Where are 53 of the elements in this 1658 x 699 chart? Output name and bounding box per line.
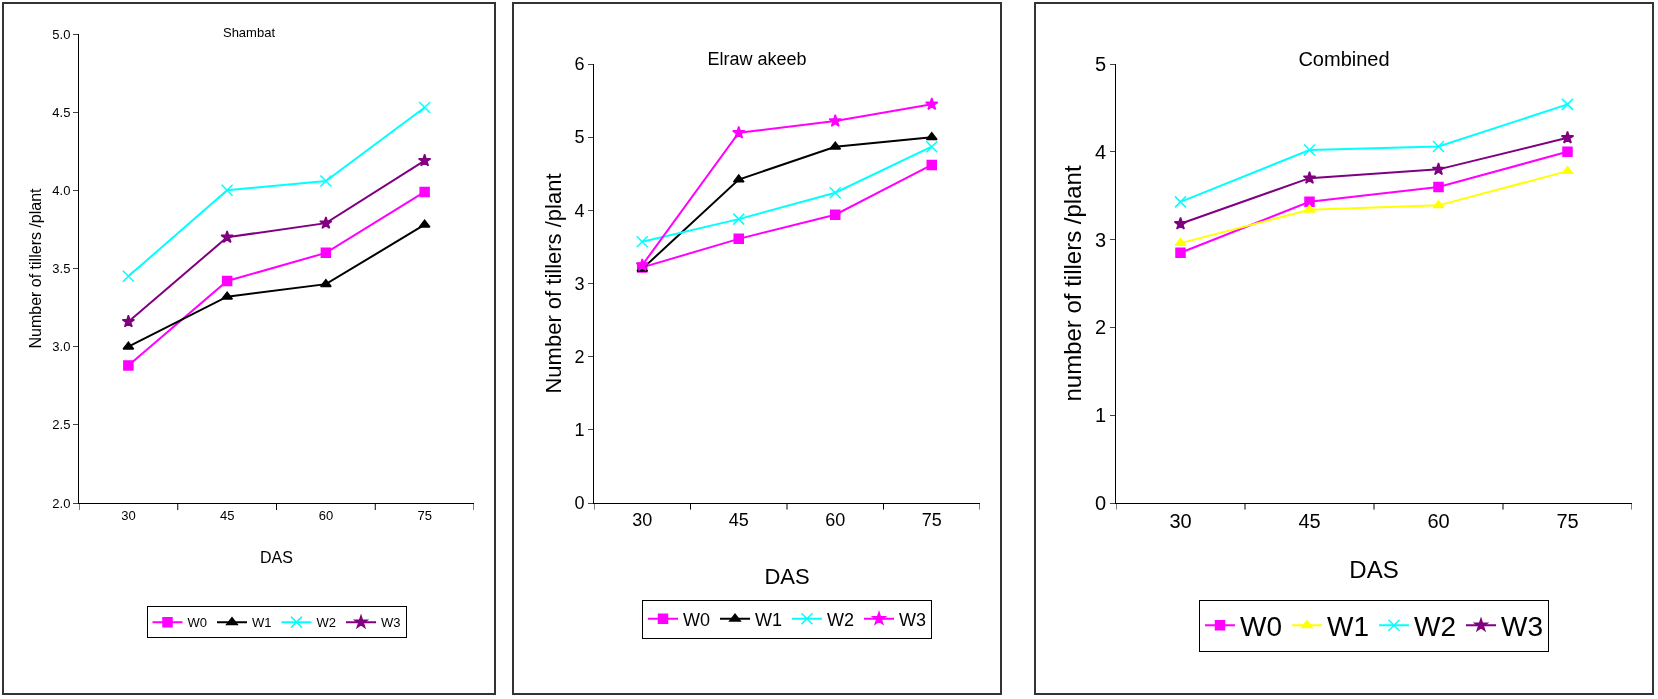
y-tick-label: 2 xyxy=(1094,316,1106,339)
x-tick-label: 75 xyxy=(1556,510,1579,532)
y-tick-label: 3 xyxy=(1094,228,1106,251)
y-axis-title: Number of tillers /plant xyxy=(541,173,567,394)
y-tick-label: 3.5 xyxy=(52,261,71,277)
chart-title: Shambat xyxy=(222,25,276,41)
y-tick-label: 3.0 xyxy=(52,339,71,355)
y-tick-label: 1 xyxy=(574,420,585,441)
y-tick-label: 4.0 xyxy=(52,182,71,198)
y-tick-label: 4 xyxy=(1094,140,1106,163)
legend-label: W3 xyxy=(381,615,401,631)
legend-label: W3 xyxy=(899,609,926,630)
legend-label: W0 xyxy=(187,615,207,631)
x-tick-label: 60 xyxy=(1427,510,1450,532)
x-tick-label: 60 xyxy=(318,507,334,523)
x-tick-label: 45 xyxy=(1298,510,1321,532)
y-tick-label: 4 xyxy=(574,200,585,221)
chart-title: Combined xyxy=(1298,48,1390,71)
legend-label: W3 xyxy=(1501,611,1543,643)
x-tick-label: 30 xyxy=(632,509,653,530)
x-axis-title: DAS xyxy=(260,549,293,567)
y-tick-label: 6 xyxy=(574,54,585,75)
x-tick-label: 75 xyxy=(417,507,432,523)
legend-label: W2 xyxy=(316,615,336,631)
y-tick-label: 0 xyxy=(574,493,585,514)
x-axis-title: DAS xyxy=(1349,556,1399,584)
y-tick-label: 4.5 xyxy=(52,104,71,120)
x-tick-label: 30 xyxy=(1169,510,1192,532)
y-tick-label: 1 xyxy=(1094,404,1106,427)
y-axis-title: Number of tillers /plant xyxy=(27,187,45,349)
x-tick-label: 45 xyxy=(728,509,749,530)
x-axis-title: DAS xyxy=(764,564,810,590)
x-tick-label: 45 xyxy=(219,507,235,523)
y-tick-label: 2.0 xyxy=(52,495,71,511)
x-tick-label: 30 xyxy=(121,507,136,523)
legend-label: W1 xyxy=(1327,611,1369,643)
legend-label: W1 xyxy=(252,615,272,631)
x-tick-label: 60 xyxy=(825,509,846,530)
y-tick-label: 5.0 xyxy=(52,26,71,42)
y-tick-label: 2.5 xyxy=(52,417,71,433)
legend-label: W0 xyxy=(683,609,710,630)
y-tick-label: 5 xyxy=(1094,53,1106,75)
legend-label: W2 xyxy=(827,609,854,630)
y-tick-label: 2 xyxy=(574,346,585,367)
y-axis-title: number of tillers /plant xyxy=(1058,165,1086,402)
y-tick-label: 5 xyxy=(574,127,585,148)
legend-label: W0 xyxy=(1240,611,1282,643)
chart-title: Elraw akeeb xyxy=(707,48,807,69)
legend-label: W2 xyxy=(1414,611,1456,643)
legend-label: W1 xyxy=(755,609,782,630)
y-tick-label: 0 xyxy=(1094,492,1106,514)
y-tick-label: 3 xyxy=(574,273,585,294)
x-tick-label: 75 xyxy=(921,509,942,530)
